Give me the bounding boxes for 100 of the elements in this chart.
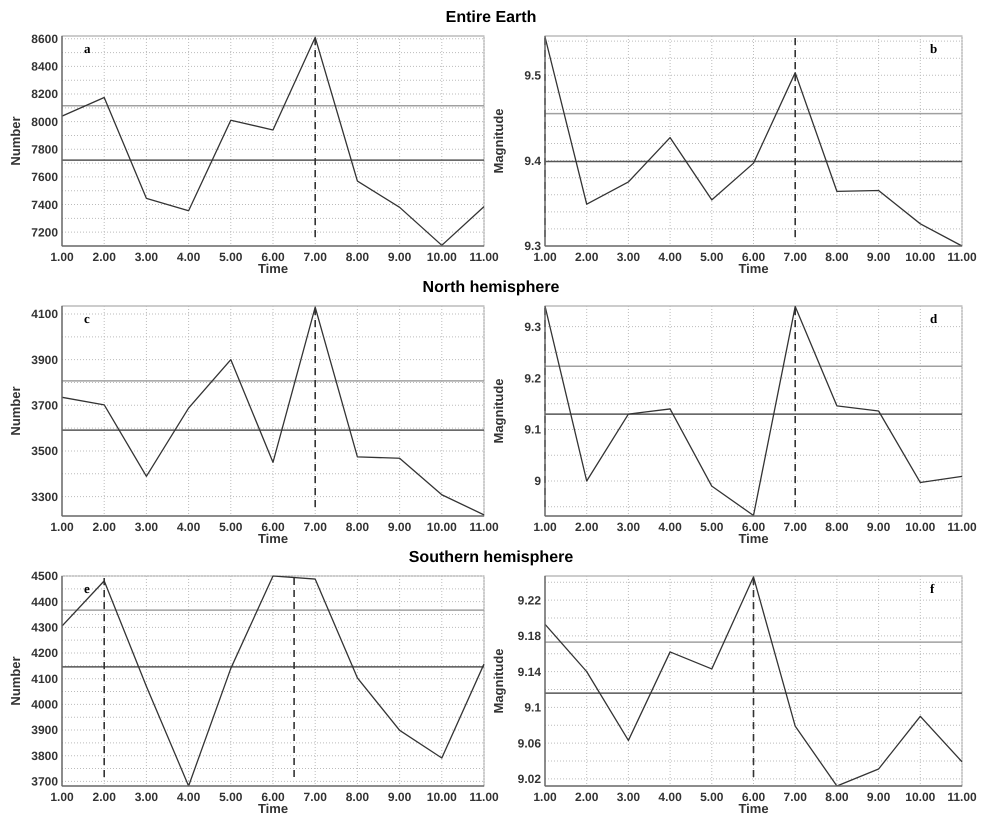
x-tick-label: 7.00	[784, 790, 808, 804]
annotation: c	[84, 311, 90, 326]
x-tick-label: 2.00	[575, 250, 599, 264]
y-tick-label: 9.06	[518, 736, 542, 750]
x-tick-label: 6.00	[261, 790, 285, 804]
y-axis-title: Magnitude	[491, 378, 506, 444]
y-tick-label: 3700	[31, 774, 58, 789]
x-tick-label: 8.00	[346, 520, 370, 534]
chart-title: North hemisphere	[422, 279, 560, 296]
line-series	[544, 576, 963, 787]
x-tick-label: 5.00	[219, 250, 243, 264]
x-tick-label: 3.00	[134, 790, 158, 804]
x-tick-label: 9.00	[866, 790, 891, 804]
y-tick-label: 3300	[31, 490, 58, 504]
x-tick-label: 6.00	[261, 520, 285, 534]
x-tick-label: 4.00	[176, 250, 201, 264]
x-tick-label: 7.00	[304, 790, 328, 804]
y-tick-label: 4200	[31, 646, 58, 660]
x-tick-label: 6.00	[261, 250, 285, 264]
x-tick-label: 5.00	[700, 520, 724, 534]
x-tick-label: 3.00	[134, 520, 158, 534]
annotation: f	[930, 581, 935, 596]
x-tick-label: 10.00	[905, 790, 936, 804]
y-tick-label: 7400	[31, 198, 58, 212]
annotation: b	[930, 41, 938, 56]
x-tick-label: 7.00	[784, 520, 808, 534]
x-tick-label: 11.00	[469, 520, 500, 534]
y-tick-label: 9.18	[518, 629, 542, 644]
x-tick-label: 1.00	[50, 520, 74, 534]
x-tick-label: 7.00	[304, 250, 328, 264]
x-tick-label: 4.00	[658, 790, 682, 804]
y-tick-label: 8400	[31, 60, 58, 74]
x-tick-label: 8.00	[825, 520, 849, 534]
line-series	[61, 36, 485, 246]
x-tick-label: 10.00	[426, 520, 458, 534]
chart-title: Southern hemisphere	[408, 549, 574, 566]
x-tick-label: 11.00	[469, 790, 500, 804]
x-tick-label: 3.00	[616, 250, 640, 264]
y-tick-label: 9.5	[524, 68, 542, 82]
x-axis-title: Time	[258, 801, 288, 816]
x-tick-label: 3.00	[134, 250, 158, 264]
x-tick-label: 9.00	[866, 520, 891, 534]
x-tick-label: 6.00	[742, 250, 766, 264]
x-tick-label: 5.00	[700, 790, 724, 804]
x-tick-label: 4.00	[176, 790, 201, 804]
y-tick-label: 4300	[31, 620, 58, 635]
x-tick-label: 9.00	[388, 250, 412, 264]
x-axis-title: Time	[258, 261, 288, 276]
x-tick-label: 6.00	[742, 790, 766, 804]
annotation: e	[84, 581, 90, 596]
x-tick-label: 1.00	[50, 250, 74, 264]
y-tick-label: 9.2	[524, 371, 542, 386]
y-tick-label: 3900	[31, 723, 58, 738]
y-axis-title: Magnitude	[491, 648, 506, 714]
x-tick-label: 8.00	[346, 250, 370, 264]
x-tick-label: 5.00	[219, 520, 243, 534]
y-tick-label: 9.1	[524, 422, 542, 437]
y-tick-label: 4500	[31, 569, 58, 584]
x-tick-label: 9.00	[388, 520, 412, 534]
x-tick-label: 1.00	[533, 520, 557, 534]
x-axis-title: Time	[738, 531, 769, 546]
x-tick-label: 10.00	[426, 250, 458, 264]
y-tick-label: 9.22	[518, 593, 542, 608]
x-axis-title: Time	[738, 801, 769, 816]
x-tick-label: 1.00	[50, 790, 74, 804]
annotation: a	[84, 41, 91, 56]
y-axis-title: Number	[8, 386, 23, 436]
y-tick-label: 3800	[31, 748, 58, 763]
x-tick-label: 4.00	[658, 250, 682, 264]
y-tick-label: 4100	[31, 307, 58, 322]
y-tick-label: 9.1	[524, 700, 542, 715]
y-tick-label: 3500	[31, 444, 58, 458]
y-axis-title: Magnitude	[491, 108, 506, 174]
y-tick-label: 9.14	[518, 664, 542, 679]
y-axis-title: Number	[8, 656, 23, 706]
x-tick-label: 4.00	[658, 520, 682, 534]
y-tick-label: 9.3	[524, 320, 542, 334]
x-tick-label: 2.00	[92, 250, 116, 264]
y-tick-label: 3900	[31, 352, 58, 367]
y-tick-label: 3700	[31, 398, 58, 412]
x-tick-label: 5.00	[700, 250, 724, 264]
x-tick-label: 6.00	[742, 520, 766, 534]
x-tick-label: 3.00	[616, 520, 640, 534]
x-tick-label: 9.00	[388, 790, 412, 804]
x-tick-label: 7.00	[304, 520, 328, 534]
y-tick-label: 7600	[31, 170, 58, 184]
x-axis-title: Time	[258, 531, 288, 546]
x-tick-label: 2.00	[92, 520, 116, 534]
x-tick-label: 2.00	[575, 790, 599, 804]
x-tick-label: 11.00	[947, 250, 978, 264]
line-series	[61, 575, 485, 787]
x-tick-label: 8.00	[346, 790, 370, 804]
y-tick-label: 8600	[31, 32, 58, 46]
x-tick-label: 10.00	[905, 520, 936, 534]
y-tick-label: 8200	[31, 87, 58, 102]
y-tick-label: 9	[534, 474, 542, 488]
x-tick-label: 11.00	[947, 520, 978, 534]
x-tick-label: 2.00	[575, 520, 599, 534]
x-tick-label: 1.00	[533, 790, 557, 804]
x-tick-label: 3.00	[616, 790, 640, 804]
